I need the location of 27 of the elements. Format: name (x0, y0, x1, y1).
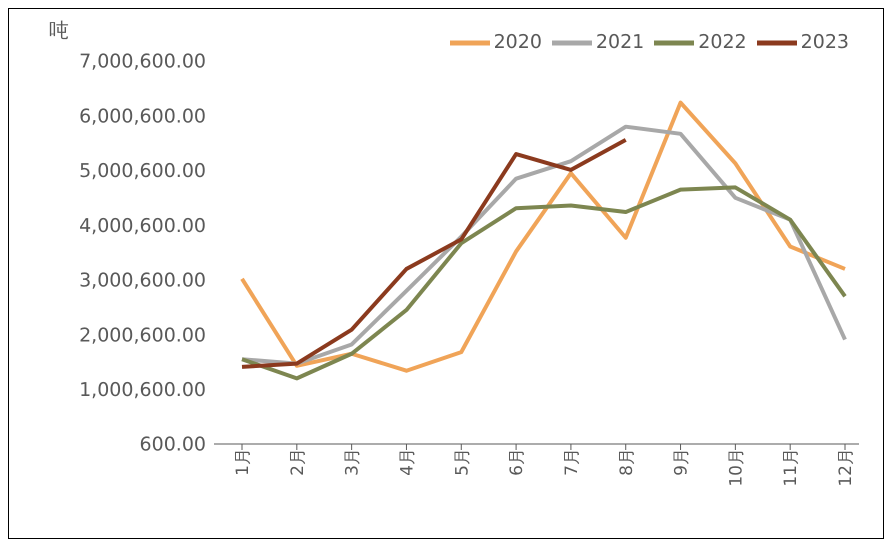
y-tick-label: 6,000,600.00 (79, 105, 206, 128)
legend-label: 2021 (596, 31, 644, 54)
legend-label: 2023 (800, 31, 849, 54)
x-tick-label: 9月 (672, 448, 692, 476)
y-tick-label: 2,000,600.00 (79, 324, 206, 346)
y-tick-label: 5,000,600.00 (79, 160, 206, 182)
x-tick-label: 6月 (507, 448, 528, 476)
x-tick-label: 7月 (562, 448, 582, 476)
x-tick-label: 10月 (726, 448, 746, 487)
x-tick-label: 5月 (452, 448, 472, 476)
y-axis-title: 吨 (49, 17, 69, 44)
legend-label: 2020 (494, 31, 542, 54)
y-tick-label: 7,000,600.00 (79, 50, 206, 73)
y-tick-label: 1,000,600.00 (79, 379, 206, 402)
x-tick-label: 2月 (288, 448, 308, 476)
x-tick-label: 1月 (233, 448, 254, 476)
x-tick-label: 4月 (398, 448, 418, 476)
x-tick-label: 12月 (836, 448, 856, 487)
y-tick-label: 4,000,600.00 (79, 214, 206, 237)
y-tick-label: 3,000,600.00 (79, 270, 206, 292)
legend-label: 2022 (698, 31, 747, 54)
x-tick-label: 11月 (781, 448, 802, 487)
x-tick-label: 3月 (342, 448, 363, 476)
line-series (240, 138, 628, 369)
x-tick-label: 8月 (616, 448, 637, 476)
y-tick-label: 600.00 (140, 434, 206, 456)
line-series (240, 185, 847, 380)
